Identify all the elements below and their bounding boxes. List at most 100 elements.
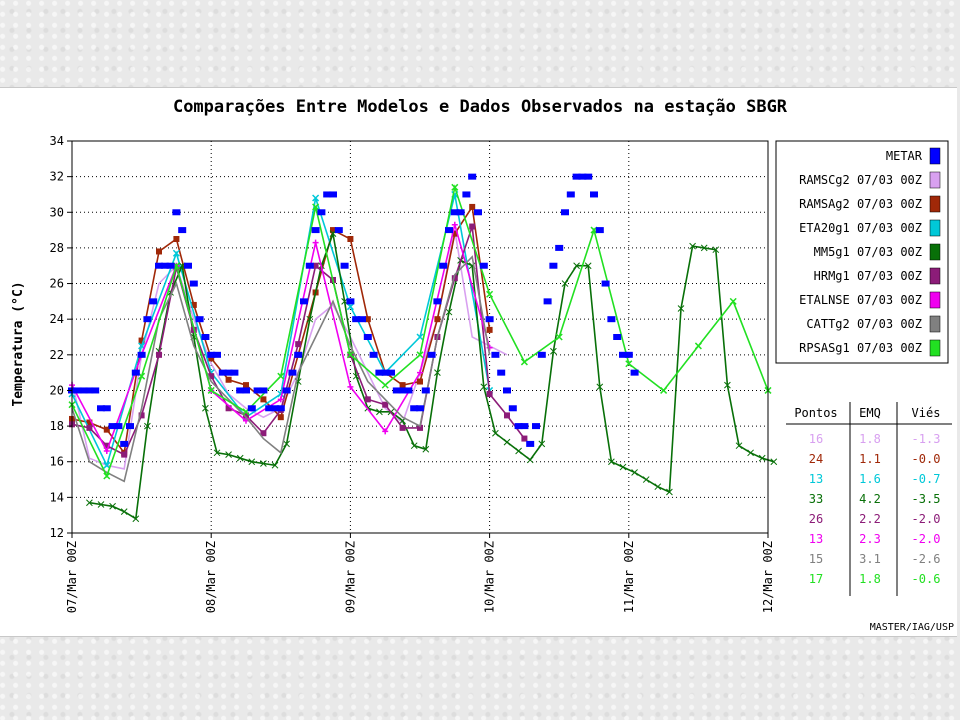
observed-point <box>97 405 105 412</box>
data-point <box>526 456 534 464</box>
data-point <box>86 499 93 507</box>
observed-point <box>184 262 192 269</box>
data-point <box>364 396 371 403</box>
data-point <box>417 424 423 431</box>
data-point <box>260 460 267 467</box>
observed-point <box>543 298 552 305</box>
legend-label: MM5g1 07/03 00Z <box>814 245 922 259</box>
observed-point <box>561 209 569 216</box>
legend-label: ETALNSE 07/03 00Z <box>799 293 922 307</box>
data-point <box>277 396 284 403</box>
data-point <box>451 230 458 237</box>
observed-point <box>439 262 448 269</box>
data-point <box>248 458 256 466</box>
data-point <box>434 316 441 323</box>
y-ticks: 12 14 16 18 20 22 24 26 28 30 32 34 <box>50 134 72 540</box>
data-point <box>486 290 494 298</box>
observed-point <box>189 280 198 287</box>
observed-point <box>120 440 129 447</box>
data-point <box>213 449 221 457</box>
data-point <box>770 458 778 466</box>
observed-point <box>137 351 146 358</box>
observed-point <box>613 334 622 340</box>
data-point <box>608 458 615 466</box>
legend-label: METAR <box>886 149 923 163</box>
data-point <box>503 438 511 446</box>
observed-point <box>468 173 477 180</box>
legend-label: RPSASg1 07/03 00Z <box>799 341 922 355</box>
data-point <box>260 396 267 403</box>
observed-point <box>369 351 378 358</box>
observed-point <box>247 405 256 412</box>
observed-point <box>155 262 163 269</box>
table-cell: -0.6 <box>912 572 941 586</box>
legend-swatch <box>929 339 941 357</box>
data-point <box>399 424 406 431</box>
table-cell: 1.6 <box>859 472 881 486</box>
data-point <box>504 412 510 419</box>
data-point <box>451 275 458 282</box>
data-point <box>120 508 128 515</box>
data-point <box>156 351 162 358</box>
legend-label: RAMSCg2 07/03 00Z <box>799 173 922 187</box>
table-header: Pontos <box>794 406 837 420</box>
data-point <box>271 461 279 469</box>
table-header: Viés <box>912 406 941 420</box>
data-point <box>515 447 522 455</box>
observed-point <box>317 209 326 216</box>
data-point <box>416 351 424 359</box>
data-point <box>596 383 604 391</box>
data-point <box>469 203 476 210</box>
observed-point <box>114 423 123 430</box>
observed-point <box>265 405 274 412</box>
observed-point <box>166 262 175 269</box>
table-cell: -2.0 <box>912 532 941 546</box>
data-point <box>654 483 662 491</box>
x-ticks: 07/Mar 00Z 08/Mar 00Z 09/Mar 00Z 10/Mar 00Z… <box>65 533 775 613</box>
observed-point <box>311 227 320 234</box>
table-cell: 1.8 <box>859 572 881 586</box>
plot-frame <box>71 140 769 534</box>
data-point <box>225 451 232 458</box>
observed-point <box>236 387 245 394</box>
observed-point <box>230 369 239 376</box>
data-point <box>173 236 180 242</box>
observed-point <box>73 387 82 394</box>
observed-point <box>532 423 540 430</box>
observed-point <box>427 351 436 358</box>
observed-point <box>282 387 291 394</box>
observed-point <box>305 262 314 269</box>
data-point <box>689 242 696 250</box>
observed-point <box>416 405 424 412</box>
x-tick-label: 08/Mar 00Z <box>204 541 218 613</box>
x-tick-label: 12/Mar 00Z <box>761 541 775 613</box>
y-tick-label: 14 <box>50 490 64 504</box>
table-cell: 17 <box>809 572 823 586</box>
data-point <box>364 316 371 323</box>
data-point <box>207 386 215 394</box>
observed-point <box>149 298 158 305</box>
data-point <box>260 430 267 437</box>
data-point <box>758 454 766 462</box>
data-point <box>347 383 354 390</box>
data-point <box>277 414 284 421</box>
observed-point <box>514 423 523 430</box>
observed-point <box>474 209 482 216</box>
observed-point <box>271 405 279 412</box>
observed-point <box>520 423 529 430</box>
table-cell: -0.0 <box>912 452 941 466</box>
data-point <box>132 515 140 523</box>
data-point <box>295 341 302 348</box>
table-cell: -0.7 <box>912 472 941 486</box>
data-point <box>346 303 354 311</box>
table-cell: 1.1 <box>859 452 881 466</box>
series-group <box>71 255 491 483</box>
data-point <box>277 372 285 380</box>
data-point <box>138 412 145 419</box>
y-tick-label: 12 <box>50 526 64 540</box>
data-point <box>410 442 418 450</box>
observed-point <box>590 191 598 198</box>
legend-label: RAMSAg2 07/03 00Z <box>799 197 922 211</box>
data-point <box>103 426 110 433</box>
chart-title: Comparações Entre Modelos e Dados Observ… <box>173 97 788 117</box>
